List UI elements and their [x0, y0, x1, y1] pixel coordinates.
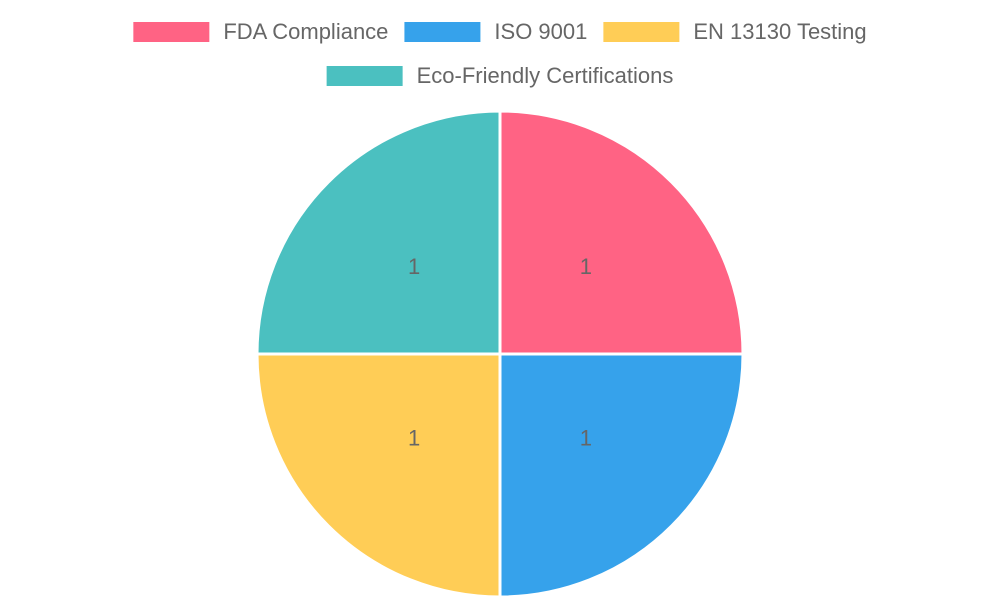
pie-slice [255, 352, 502, 599]
legend-item: EN 13130 Testing [603, 19, 867, 44]
pie-slice [498, 109, 745, 356]
legend-swatch [404, 22, 481, 42]
pie-slice [498, 352, 745, 599]
value-label: 1 [408, 254, 420, 279]
legend-swatch [133, 22, 210, 42]
legend-label: EN 13130 Testing [693, 19, 866, 44]
legend-item: ISO 9001 [404, 19, 587, 44]
value-label: 1 [580, 426, 592, 451]
legend-label: ISO 9001 [494, 19, 587, 44]
legend-swatch [603, 22, 680, 42]
pie-slice [255, 109, 502, 356]
legend-label: FDA Compliance [223, 19, 388, 44]
legend-item: FDA Compliance [133, 19, 388, 44]
legend-swatch [326, 66, 403, 86]
legend-item: Eco-Friendly Certifications [326, 63, 674, 88]
value-label: 1 [408, 426, 420, 451]
value-label: 1 [580, 254, 592, 279]
legend-label: Eco-Friendly Certifications [417, 63, 674, 88]
